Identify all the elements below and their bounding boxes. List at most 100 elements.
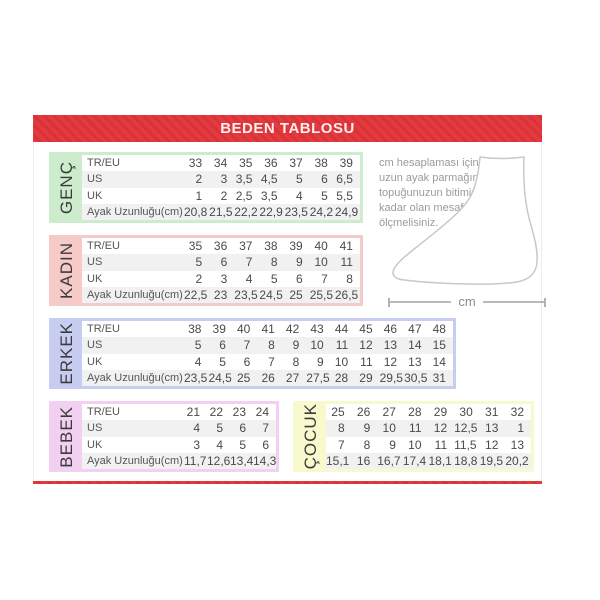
- size-value: 10: [382, 421, 396, 436]
- size-value: 24,5: [208, 370, 232, 385]
- table-row: UK 4 5 6 7 8 9 10 11 12 13 14: [82, 354, 453, 370]
- size-value: 9: [389, 437, 396, 452]
- table-row: US 5 6 7 8 9 10 11 12 13 14 15: [82, 337, 453, 354]
- size-value: 6: [321, 172, 328, 187]
- size-value: 25,5: [309, 287, 334, 302]
- size-value: 37: [289, 156, 303, 171]
- size-value: 42: [285, 322, 300, 337]
- size-value: 40: [237, 322, 251, 337]
- size-value: 2: [195, 172, 203, 187]
- table-row: TR/EU 38 39 40 41 42 43 44 45 46 47 48: [82, 321, 453, 337]
- size-value: 26: [261, 370, 275, 385]
- size-value: 6: [243, 354, 251, 369]
- size-value: 37: [239, 239, 253, 254]
- size-value: 15,1: [326, 453, 350, 468]
- size-value: 28: [334, 370, 349, 385]
- size-value: 31: [485, 405, 499, 420]
- size-value: 2: [220, 188, 228, 203]
- size-value: 46: [383, 322, 398, 337]
- size-value: 8: [270, 255, 278, 270]
- size-value: 4: [216, 437, 223, 452]
- size-value: 4: [194, 354, 202, 369]
- measurement-note: cm hesaplaması için en uzun ayak parmağı…: [379, 157, 506, 229]
- size-value: 1: [195, 188, 203, 203]
- size-value: 18,8: [454, 453, 478, 468]
- size-value: 48: [432, 322, 446, 337]
- size-value: 8: [292, 354, 300, 369]
- size-value: 41: [261, 322, 275, 337]
- size-value: 10: [310, 338, 324, 353]
- size-value: 36: [213, 239, 228, 254]
- size-value: 39: [289, 239, 303, 254]
- size-value: 9: [296, 255, 303, 270]
- size-value: 8: [268, 338, 275, 353]
- size-value: 20,8: [184, 204, 208, 219]
- size-value: 40: [314, 239, 328, 254]
- section-bebek: BEBEK TR/EU 21 22 23 24 US 4 5 6 7 UK 3 4 5 6 Ayak Uzun…: [49, 401, 279, 472]
- size-value: 11: [434, 437, 448, 452]
- size-value: 4: [193, 421, 200, 436]
- row-label: US: [87, 339, 103, 352]
- size-value: 5,5: [336, 188, 353, 203]
- size-value: 33: [188, 156, 203, 171]
- measure-line-left: [390, 301, 452, 303]
- size-value: 38: [314, 156, 328, 171]
- size-value: 12,5: [454, 421, 478, 436]
- size-value: 21,5: [209, 204, 233, 219]
- size-value: 6: [239, 421, 246, 436]
- row-label: UK: [87, 272, 103, 285]
- row-label: US: [87, 173, 103, 186]
- size-value: 39: [339, 156, 353, 171]
- size-value: 1: [517, 421, 524, 436]
- size-value: 22: [209, 405, 223, 420]
- size-value: 20,2: [505, 453, 529, 468]
- size-value: 7: [268, 354, 275, 369]
- size-value: 30,5: [404, 370, 428, 385]
- row-label: US: [87, 422, 103, 435]
- size-value: 24,9: [334, 204, 359, 219]
- row-label: Ayak Uzunluğu(cm): [87, 371, 183, 384]
- table-row: 8 9 10 11 12 12,5 13 1: [326, 420, 531, 437]
- size-value: 12,6: [207, 453, 231, 468]
- row-label: Ayak Uzunluğu(cm): [87, 288, 183, 301]
- size-value: 35: [188, 239, 203, 254]
- row-label: Ayak Uzunluğu(cm): [87, 454, 183, 467]
- size-value: 47: [408, 322, 422, 337]
- size-value: 5: [194, 338, 202, 353]
- section-label-text: ÇOCUK: [301, 404, 320, 469]
- size-value: 13: [408, 354, 422, 369]
- measure-left-tick: [388, 297, 390, 307]
- size-value: 11: [340, 255, 353, 270]
- size-value: 2: [195, 271, 203, 286]
- size-value: 13: [383, 338, 398, 353]
- size-value: 23: [232, 405, 246, 420]
- size-value: 44: [334, 322, 349, 337]
- size-value: 41: [339, 239, 353, 254]
- size-value: 22,5: [184, 287, 208, 302]
- size-value: 8: [346, 271, 353, 286]
- size-value: 2,5: [235, 188, 253, 203]
- section-label-text: GENÇ: [57, 160, 76, 215]
- size-value: 29: [433, 405, 448, 420]
- size-value: 28: [408, 405, 422, 420]
- size-value: 26: [356, 405, 371, 420]
- size-value: 31: [432, 370, 446, 385]
- size-value: 10: [334, 354, 349, 369]
- size-value: 11: [360, 354, 373, 369]
- size-value: 21: [186, 405, 200, 420]
- size-value: 27,5: [306, 370, 330, 385]
- size-value: 6: [296, 271, 303, 286]
- size-value: 11: [335, 338, 349, 353]
- table-row: Ayak Uzunluğu(cm) 11,7 12,6 13,4 14,3: [82, 452, 276, 469]
- size-value: 43: [310, 322, 324, 337]
- table-row: Ayak Uzunluğu(cm) 22,5 23 23,5 24,5 25 25,5 26,…: [82, 286, 360, 303]
- page-title: BEDEN TABLOSU: [220, 120, 355, 137]
- section-label-text: KADIN: [57, 242, 76, 299]
- measure-line-right: [482, 301, 544, 303]
- row-label: TR/EU: [87, 323, 120, 336]
- table-row: UK 1 2 2,5 3,5 4 5 5,5: [82, 188, 360, 204]
- section-label-text: ERKEK: [57, 322, 76, 385]
- size-value: 5: [195, 255, 203, 270]
- row-label: TR/EU: [87, 157, 120, 170]
- size-value: 36: [264, 156, 278, 171]
